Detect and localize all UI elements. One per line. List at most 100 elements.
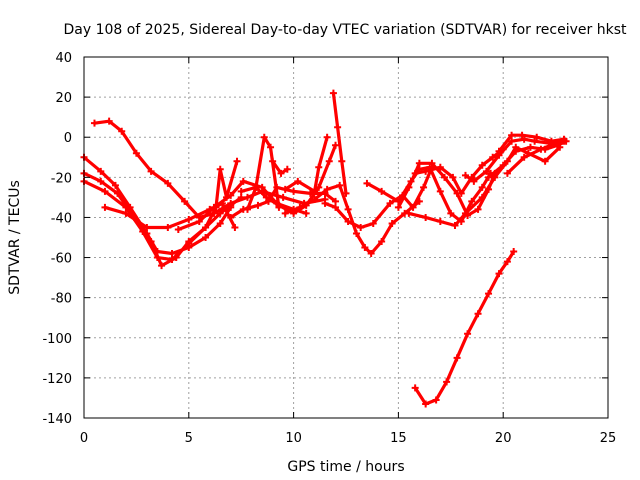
data-point [451,221,459,229]
data-point [210,203,218,211]
data-point [457,189,465,197]
x-tick-label: 15 [390,431,407,446]
data-point [478,183,486,191]
data-point [202,223,210,231]
data-point [388,219,396,227]
data-point [518,131,526,139]
data-series-layer [80,89,570,408]
data-point [443,378,451,386]
data-point [409,203,417,211]
data-point [279,193,287,201]
series-sat-m [323,165,434,230]
data-point [105,117,113,125]
data-point [432,396,440,404]
data-point [90,119,98,127]
data-point [441,173,449,181]
x-tick-label: 0 [80,431,88,446]
y-tick-label: -80 [51,292,72,307]
y-tick-label: 0 [64,131,72,146]
y-tick-label: -20 [51,171,72,186]
data-point [294,177,302,185]
chart-title: Day 108 of 2025, Sidereal Day-to-day VTE… [64,22,627,38]
data-point [158,262,166,270]
data-point [252,183,260,191]
data-point [302,209,310,217]
data-point [436,217,444,225]
data-point [338,157,346,165]
data-point [260,133,268,141]
data-point [231,223,239,231]
data-point [111,181,119,189]
data-point [510,248,518,256]
data-point [508,137,516,145]
data-point [296,203,304,211]
data-point [101,203,109,211]
data-point [485,173,493,181]
data-point [122,209,130,217]
data-point [449,173,457,181]
data-point [386,199,394,207]
data-point [332,197,340,205]
data-point [277,169,285,177]
data-point [185,215,193,223]
data-point [378,187,386,195]
data-point [281,185,289,193]
x-tick-label: 20 [495,431,512,446]
data-point [315,163,323,171]
data-point [461,171,469,179]
x-tick-label: 10 [285,431,302,446]
x-tick-label: 25 [600,431,617,446]
y-tick-label: -40 [51,211,72,226]
series-sat-n [331,91,348,195]
data-point [541,157,549,165]
data-point [243,193,251,201]
data-point [503,169,511,177]
data-point [174,225,182,233]
data-point [357,223,365,231]
series-sat-c [82,171,243,268]
data-point [482,167,490,175]
data-point [464,330,472,338]
series-sat-o [365,165,493,224]
data-point [101,187,109,195]
data-point [512,147,520,155]
data-point [489,153,497,161]
data-point [132,149,140,157]
data-point [332,203,340,211]
data-point [436,163,444,171]
y-tick-label: -140 [42,412,72,427]
data-point [195,217,203,225]
data-point [168,250,176,258]
y-tick-label: -100 [42,332,72,347]
data-point [237,193,245,201]
data-point [323,133,331,141]
data-point [361,244,369,252]
data-point [520,153,528,161]
data-point [405,183,413,191]
data-point [411,169,419,177]
data-point [537,145,545,153]
data-point [216,165,224,173]
series-sat-d [82,159,239,262]
data-point [164,179,172,187]
y-tick-label: 40 [55,51,72,66]
data-point [239,177,247,185]
data-point [97,167,105,175]
data-point [363,179,371,187]
data-point [470,177,478,185]
data-point [422,400,430,408]
data-point [436,187,444,195]
grid-lines [84,57,608,418]
data-point [405,209,413,217]
data-point [216,209,224,217]
data-point [258,183,266,191]
data-point [153,254,161,262]
data-point [344,205,352,213]
data-point [237,187,245,195]
data-point [185,240,193,248]
data-point [478,193,486,201]
data-point [420,183,428,191]
data-point [447,209,455,217]
data-point [415,159,423,167]
data-point [468,197,476,205]
